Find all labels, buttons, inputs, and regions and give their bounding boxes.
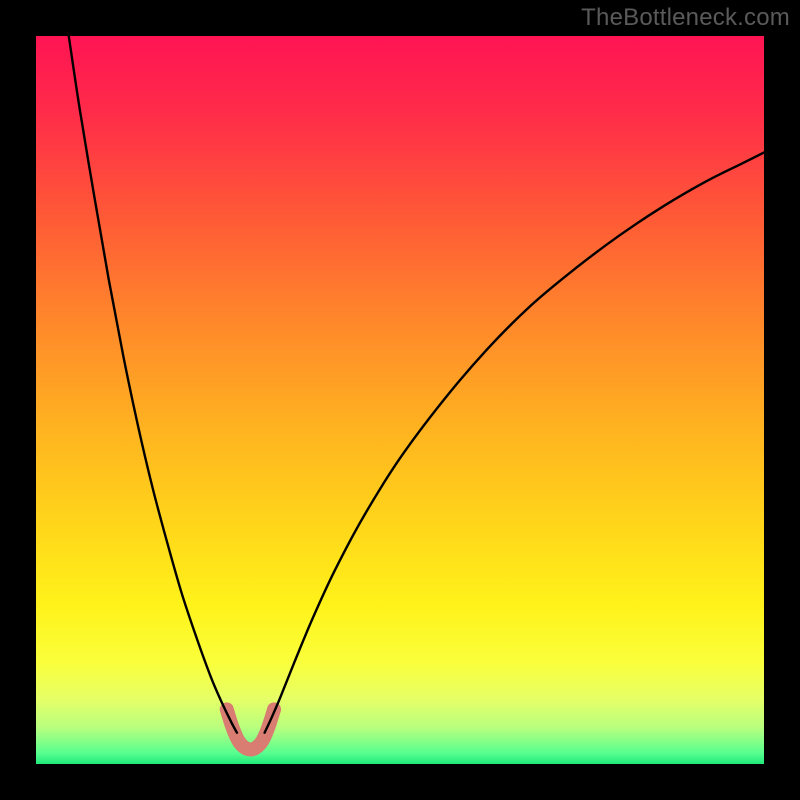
watermark-text: TheBottleneck.com xyxy=(581,4,790,32)
chart-frame: TheBottleneck.com xyxy=(0,0,800,800)
gradient-plot-area xyxy=(36,36,764,764)
bottleneck-chart-svg xyxy=(0,0,800,800)
